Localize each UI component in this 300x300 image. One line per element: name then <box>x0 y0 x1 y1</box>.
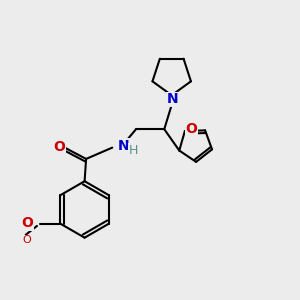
Text: O: O <box>22 216 33 230</box>
Text: H: H <box>129 143 138 157</box>
Text: N: N <box>167 92 178 106</box>
Text: O: O <box>22 235 31 245</box>
Text: O: O <box>185 122 197 136</box>
Text: O: O <box>53 140 65 154</box>
Text: N: N <box>118 139 129 153</box>
